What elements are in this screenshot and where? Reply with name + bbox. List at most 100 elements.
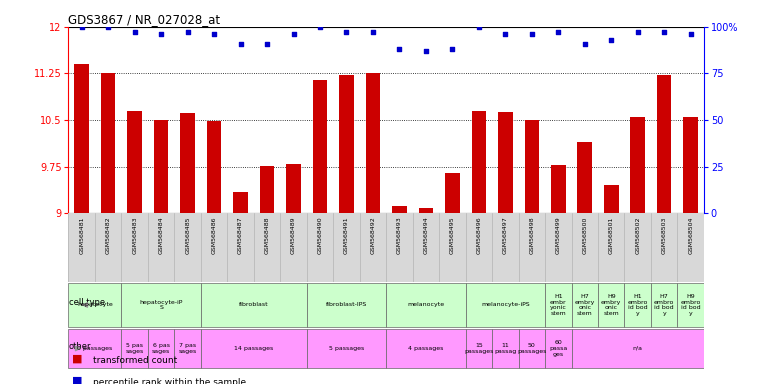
Text: GDS3867 / NR_027028_at: GDS3867 / NR_027028_at: [68, 13, 221, 26]
Bar: [307, 329, 386, 368]
Bar: [386, 329, 466, 368]
Bar: [127, 111, 142, 213]
Bar: [419, 209, 433, 213]
Text: fibroblast-IPS: fibroblast-IPS: [326, 303, 367, 308]
Bar: [630, 117, 645, 213]
Bar: [307, 283, 386, 327]
Text: GSM568487: GSM568487: [238, 217, 243, 254]
Text: ■: ■: [72, 375, 83, 384]
Bar: [445, 173, 460, 213]
Text: hepatocyte: hepatocyte: [77, 303, 113, 308]
Text: 11
passag: 11 passag: [494, 343, 517, 354]
Bar: [154, 120, 168, 213]
Bar: [180, 113, 195, 213]
Text: GSM568485: GSM568485: [185, 217, 190, 254]
Point: [261, 41, 273, 47]
Bar: [604, 185, 619, 213]
Bar: [207, 121, 221, 213]
Text: GSM568492: GSM568492: [371, 217, 375, 255]
Text: GSM568484: GSM568484: [158, 217, 164, 254]
Bar: [122, 283, 201, 327]
Text: GSM568501: GSM568501: [609, 217, 614, 254]
Text: H9
embry
onic
stem: H9 embry onic stem: [601, 294, 622, 316]
Text: 60
passa
ges: 60 passa ges: [549, 340, 568, 357]
Bar: [286, 164, 301, 213]
Point: [367, 30, 379, 36]
Text: GSM568496: GSM568496: [476, 217, 482, 254]
Point: [288, 31, 300, 37]
Point: [420, 48, 432, 54]
Text: GSM568499: GSM568499: [556, 217, 561, 255]
Bar: [598, 283, 625, 327]
Point: [632, 30, 644, 36]
Bar: [234, 192, 248, 213]
Bar: [68, 283, 122, 327]
Point: [499, 31, 511, 37]
Bar: [313, 80, 327, 213]
Text: ■: ■: [72, 354, 83, 364]
Text: hepatocyte-iP
S: hepatocyte-iP S: [139, 300, 183, 310]
Bar: [572, 283, 598, 327]
Point: [473, 24, 485, 30]
Point: [208, 31, 220, 37]
Bar: [572, 329, 704, 368]
Point: [658, 30, 670, 36]
Text: percentile rank within the sample: percentile rank within the sample: [93, 377, 246, 384]
Text: n/a: n/a: [632, 346, 643, 351]
Point: [155, 31, 167, 37]
Point: [340, 30, 352, 36]
Bar: [472, 111, 486, 213]
Text: 50
passages: 50 passages: [517, 343, 546, 354]
Bar: [122, 329, 148, 368]
Bar: [683, 117, 698, 213]
Point: [75, 24, 88, 30]
Text: GSM568500: GSM568500: [582, 217, 587, 254]
Bar: [101, 73, 116, 213]
Text: GSM568503: GSM568503: [662, 217, 667, 254]
Point: [129, 30, 141, 36]
Bar: [492, 329, 518, 368]
Point: [182, 30, 194, 36]
Bar: [174, 329, 201, 368]
Bar: [148, 329, 174, 368]
Bar: [524, 120, 539, 213]
Point: [393, 46, 406, 52]
Bar: [545, 283, 572, 327]
Point: [446, 46, 458, 52]
Text: GSM568494: GSM568494: [423, 217, 428, 255]
Text: GSM568497: GSM568497: [503, 217, 508, 255]
Bar: [201, 329, 307, 368]
Text: H1
embro
id bod
y: H1 embro id bod y: [628, 294, 648, 316]
Text: GSM568489: GSM568489: [291, 217, 296, 254]
Bar: [366, 73, 380, 213]
Text: 14 passages: 14 passages: [234, 346, 273, 351]
Text: GSM568482: GSM568482: [106, 217, 110, 254]
Text: 0 passages: 0 passages: [78, 346, 113, 351]
Text: H7
embro
id bod
y: H7 embro id bod y: [654, 294, 674, 316]
Point: [685, 31, 697, 37]
Point: [314, 24, 326, 30]
Text: cell type: cell type: [68, 298, 105, 307]
Bar: [651, 283, 677, 327]
Bar: [677, 283, 704, 327]
Bar: [518, 329, 545, 368]
Text: GSM568502: GSM568502: [635, 217, 640, 254]
Bar: [466, 329, 492, 368]
Point: [102, 24, 114, 30]
Bar: [466, 283, 545, 327]
Bar: [68, 329, 122, 368]
Text: GSM568488: GSM568488: [265, 217, 269, 254]
Text: GSM568481: GSM568481: [79, 217, 84, 254]
Text: other: other: [68, 342, 91, 351]
Text: GSM568493: GSM568493: [397, 217, 402, 255]
Bar: [201, 283, 307, 327]
Text: 6 pas
sages: 6 pas sages: [152, 343, 170, 354]
Point: [552, 30, 565, 36]
Text: 5 pas
sages: 5 pas sages: [126, 343, 144, 354]
Bar: [551, 166, 565, 213]
Bar: [260, 166, 275, 213]
Point: [605, 37, 617, 43]
Bar: [578, 142, 592, 213]
Bar: [386, 283, 466, 327]
Bar: [75, 64, 89, 213]
